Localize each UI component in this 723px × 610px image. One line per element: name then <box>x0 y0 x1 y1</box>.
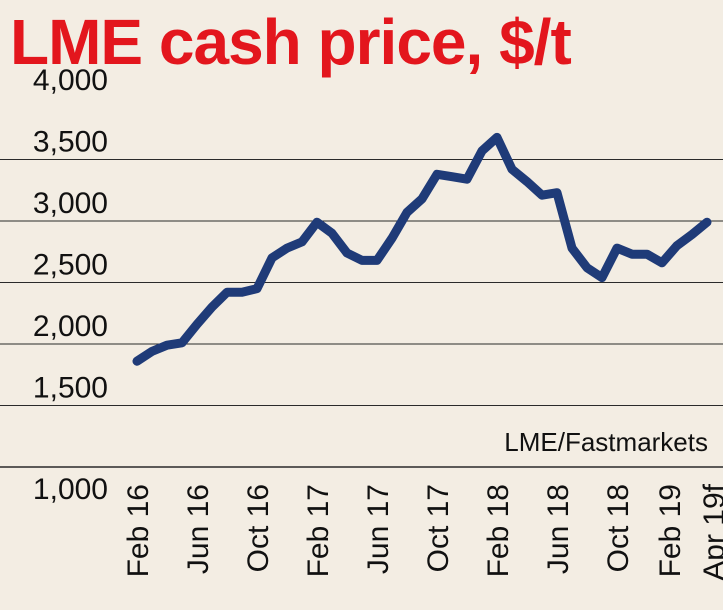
x-tick-label: Jun 18 <box>542 484 575 574</box>
x-tick-label: Jun 17 <box>362 484 395 574</box>
y-tick-label: 1,000 <box>33 473 108 506</box>
x-axis-ticks: Feb 16 Jun 16 Oct 16 Feb 17 Jun 17 Oct 17 Feb … <box>122 483 723 580</box>
y-axis-ticks: 1,000 1,500 2,000 2,500 3,000 3,500 4,000 <box>33 64 108 506</box>
x-tick-label: Oct 17 <box>422 484 455 572</box>
x-tick-label: Feb 19 <box>654 484 687 577</box>
x-tick-label: Oct 16 <box>242 484 275 572</box>
grid-lines <box>0 159 723 468</box>
y-tick-label: 3,000 <box>33 187 108 220</box>
y-tick-label: 2,000 <box>33 310 108 343</box>
y-tick-label: 2,500 <box>33 249 108 282</box>
x-tick-label: Feb 17 <box>302 484 335 577</box>
x-tick-label: Oct 18 <box>602 484 635 572</box>
x-tick-label: Feb 18 <box>482 484 515 577</box>
y-tick-label: 3,500 <box>33 126 108 159</box>
x-tick-label: Jun 16 <box>182 484 215 574</box>
chart-title: LME cash price, $/t <box>10 6 572 78</box>
source-note: LME/Fastmarkets <box>504 427 708 457</box>
x-tick-label: Feb 16 <box>122 484 155 577</box>
x-tick-label: Apr 19f <box>698 483 723 580</box>
y-tick-label: 4,000 <box>33 64 108 97</box>
y-tick-label: 1,500 <box>33 372 108 405</box>
price-series-line <box>132 132 712 366</box>
